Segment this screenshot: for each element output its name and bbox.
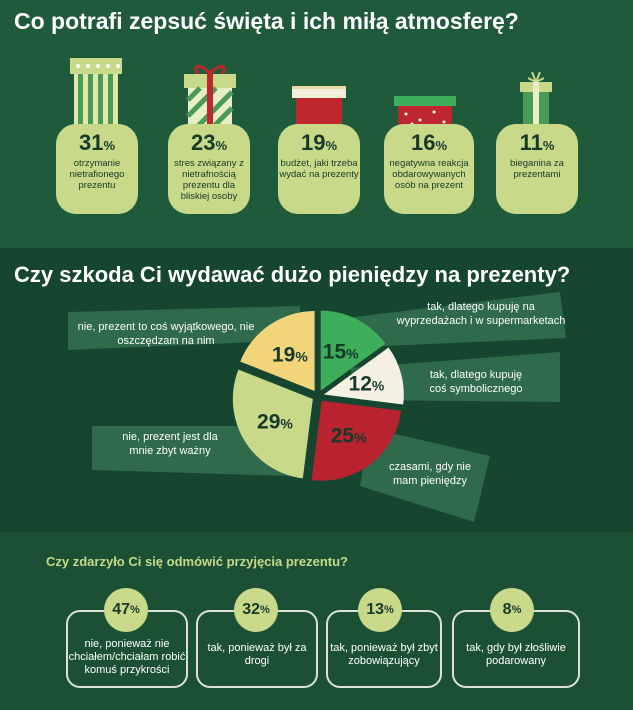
refusal-label-1: nie, ponieważ nie chciałem/chciałam robi… <box>68 638 186 676</box>
stat-value-5: 11% <box>519 130 555 155</box>
pie-value-label-15: 15% <box>323 340 359 363</box>
pie-label-25: czasami, gdy nie mam pieniędzy <box>389 461 471 487</box>
stat-value-4: 16% <box>410 130 448 155</box>
pie-value-label-12: 12% <box>349 373 385 396</box>
section2-title: Czy szkoda Ci wydawać dużo pieniędzy na … <box>14 262 571 287</box>
pie-slice-25 <box>311 400 402 481</box>
pie-label-29: nie, prezent jest dla mnie zbyt ważny <box>122 431 218 457</box>
stat-card-4: 16% negatywna reakcja obdarowywanych osó… <box>384 124 474 214</box>
refusal-value-1: 47% <box>104 588 148 632</box>
pie-label-15: tak, dlatego kupuję na wyprzedażach i w … <box>396 301 566 327</box>
refusal-label-2: tak, ponieważ był za drogi <box>207 642 307 667</box>
stat-value-3: 19% <box>300 130 338 155</box>
pie-chart: 15% 12% 25% 29% 19% <box>232 310 404 481</box>
stat-value-1: 31% <box>78 130 116 155</box>
stat-label-5: bieganina za prezentami <box>510 158 564 180</box>
pie-label-12: tak, dlatego kupuję coś symbolicznego <box>429 369 523 395</box>
pie-value-label-19: 19% <box>272 344 308 367</box>
stat-card-3: 19% budżet, jaki trzeba wydać na prezent… <box>278 124 360 214</box>
stat-label-4: negatywna reakcja obdarowywanych osób na… <box>389 158 469 191</box>
stat-label-2: stres związany z nietrafnością prezentu … <box>174 158 244 202</box>
stat-label-3: budżet, jaki trzeba wydać na prezenty <box>279 158 359 180</box>
refusal-value-3: 13% <box>358 588 402 632</box>
stat-card-5: 11% bieganina za prezentami <box>496 124 578 214</box>
gift-icon-5 <box>520 71 552 130</box>
stat-card-1: 31% otrzymanie nietrafionego prezentu <box>56 124 138 214</box>
stat-card-2: 23% stres związany z nietrafnością preze… <box>168 124 250 214</box>
band-19 <box>68 306 300 350</box>
pie-slice-15 <box>320 310 386 391</box>
section3-title: Czy zdarzyło Ci się odmówić przyjęcia pr… <box>46 554 348 569</box>
refusal-value-4: 8% <box>490 588 534 632</box>
pie-value-label-25: 25% <box>331 425 367 448</box>
pie-slice-19 <box>240 311 315 392</box>
refusal-value-2: 32% <box>234 588 278 632</box>
band-25 <box>360 428 490 522</box>
section1-title: Co potrafi zepsuć święta i ich miłą atmo… <box>14 8 519 34</box>
stat-label-1: otrzymanie nietrafionego prezentu <box>69 158 125 191</box>
gift-icon-2 <box>184 65 236 130</box>
band-15 <box>330 292 566 348</box>
gift-icon-3 <box>292 86 346 130</box>
refusal-label-4: tak, gdy był złośliwie podarowany <box>466 642 566 667</box>
gift-icon-1 <box>70 58 122 130</box>
stat-value-2: 23% <box>190 130 228 155</box>
pie-slice-12 <box>323 347 404 405</box>
refusal-label-3: tak, ponieważ był zbyt zobowiązujący <box>330 642 438 667</box>
pie-slice-29 <box>232 369 313 479</box>
pie-label-19: nie, prezent to coś wyjątkowego, nie osz… <box>77 321 255 347</box>
pie-value-label-29: 29% <box>257 410 293 433</box>
